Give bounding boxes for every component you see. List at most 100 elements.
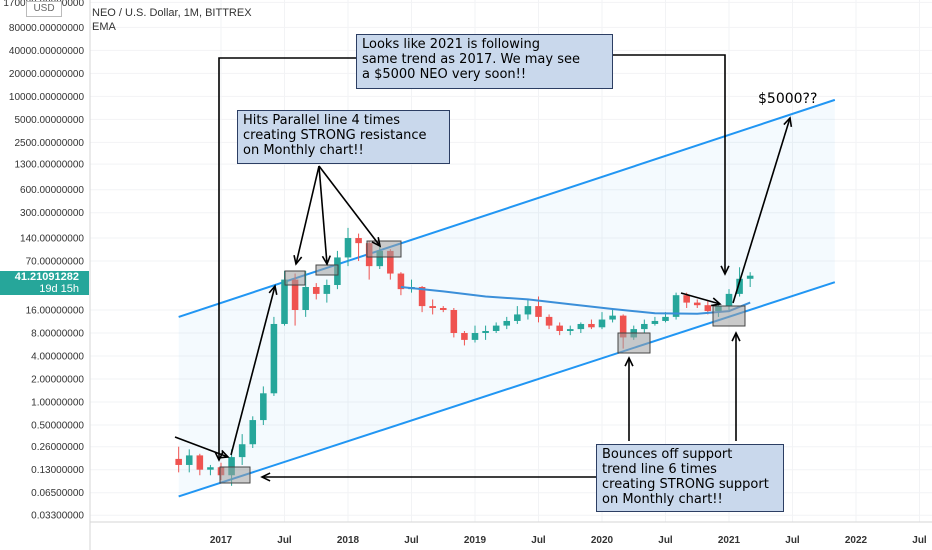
candle bbox=[429, 299, 436, 315]
y-tick-label: 20000.00000000 bbox=[9, 69, 85, 80]
y-tick-label: 0.06500000 bbox=[31, 488, 84, 499]
y-tick-label: 70.00000000 bbox=[26, 257, 85, 268]
annotation-arrow bbox=[318, 165, 328, 265]
candle-body bbox=[281, 279, 288, 324]
x-tick-label: 2018 bbox=[337, 535, 360, 546]
candle-body bbox=[492, 325, 500, 331]
candle bbox=[260, 386, 267, 425]
y-tick-label: 0.50000000 bbox=[31, 421, 84, 432]
y-tick-label: 2500.00000000 bbox=[14, 138, 84, 149]
symbol-title: NEO / U.S. Dollar, 1M, BITTREX bbox=[92, 7, 252, 19]
y-tick-label: 1300.00000000 bbox=[14, 160, 84, 171]
candle-body bbox=[207, 467, 214, 470]
candle-body bbox=[704, 305, 712, 312]
candle-body bbox=[598, 319, 606, 328]
y-tick-label: 80000.00000000 bbox=[9, 23, 85, 34]
candle bbox=[450, 307, 458, 338]
candle bbox=[577, 322, 585, 333]
candle bbox=[492, 322, 500, 333]
candle-body bbox=[693, 302, 701, 306]
price-axis[interactable]: 170000.0000000080000.0000000040000.00000… bbox=[3, 0, 84, 522]
candle-body bbox=[566, 329, 574, 331]
highlight-boxes bbox=[219, 240, 746, 484]
currency-button[interactable]: USD bbox=[26, 1, 62, 17]
annotation-arrow bbox=[230, 285, 276, 456]
y-tick-label: 0.13000000 bbox=[31, 465, 84, 476]
arrow-head bbox=[218, 449, 230, 459]
candle bbox=[312, 283, 320, 300]
candle bbox=[439, 306, 447, 313]
candle-body bbox=[238, 444, 246, 458]
candle-body bbox=[556, 325, 563, 331]
candle-body bbox=[588, 323, 595, 328]
candle-body bbox=[662, 316, 669, 321]
chart-legend: NEO / U.S. Dollar, 1M, BITTREX EMA bbox=[92, 6, 252, 34]
x-tick-label: 2021 bbox=[718, 535, 741, 546]
x-tick-label: 2017 bbox=[210, 535, 233, 546]
x-tick-label: Jul bbox=[785, 535, 800, 546]
x-tick-label: 2019 bbox=[464, 535, 487, 546]
x-tick-label: Jul bbox=[658, 535, 673, 546]
y-tick-label: 16.00000000 bbox=[26, 306, 85, 317]
candle-body bbox=[641, 323, 648, 330]
candle bbox=[746, 272, 754, 287]
annotation-arrow bbox=[218, 57, 356, 460]
candle bbox=[641, 319, 648, 333]
touch-point-box bbox=[366, 240, 402, 258]
candle bbox=[524, 299, 532, 320]
last-price: 41.21091282 bbox=[14, 271, 79, 283]
y-tick-label: 40000.00000000 bbox=[9, 46, 85, 57]
candle bbox=[175, 446, 182, 473]
target-label: $5000?? bbox=[758, 91, 818, 107]
annotation-arrow bbox=[732, 117, 791, 304]
touch-point-box bbox=[617, 332, 651, 354]
y-tick-label: 0.26000000 bbox=[31, 442, 84, 453]
candle-body bbox=[524, 306, 532, 315]
annotation-arrow bbox=[295, 165, 320, 265]
y-tick-label: 1.00000000 bbox=[31, 398, 84, 409]
candle bbox=[185, 449, 193, 473]
arrow-head bbox=[268, 284, 278, 295]
candle-body bbox=[260, 393, 267, 421]
candle-body bbox=[672, 295, 680, 317]
candle-body bbox=[175, 458, 182, 465]
candle-body bbox=[439, 307, 447, 310]
candle-body bbox=[503, 320, 511, 326]
candle-body bbox=[577, 323, 585, 330]
candle bbox=[344, 227, 352, 267]
candle bbox=[588, 319, 595, 330]
candle bbox=[545, 314, 553, 330]
candle-body bbox=[746, 275, 754, 279]
candle bbox=[514, 306, 521, 324]
y-tick-label: 8.00000000 bbox=[31, 329, 84, 340]
candle bbox=[461, 330, 468, 346]
candle-body bbox=[312, 287, 320, 294]
arrow-head bbox=[710, 297, 722, 307]
candles bbox=[175, 227, 754, 486]
candle-body bbox=[471, 333, 479, 340]
candle-body bbox=[397, 273, 405, 290]
candle-body bbox=[270, 323, 278, 394]
x-tick-label: Jul bbox=[531, 535, 546, 546]
candle bbox=[397, 272, 405, 296]
candle bbox=[503, 316, 511, 330]
last-price-badge: 41.21091282 19d 15h bbox=[0, 271, 89, 295]
touch-point-box bbox=[315, 264, 339, 276]
candle-body bbox=[482, 330, 489, 333]
time-axis[interactable]: 2017 Jul 2018 Jul 2019 Jul 2020 Jul 2021 Jul 2022 J… bbox=[210, 535, 927, 546]
candle bbox=[693, 299, 701, 308]
touch-point-box bbox=[284, 270, 306, 286]
candle-body bbox=[429, 306, 436, 308]
y-tick-label: 0.03300000 bbox=[31, 511, 84, 522]
y-tick-label: 10000.00000000 bbox=[9, 92, 85, 103]
y-tick-label: 5000.00000000 bbox=[14, 115, 84, 126]
x-tick-label: Jul bbox=[912, 535, 927, 546]
candle-body bbox=[302, 287, 309, 310]
candle-body bbox=[736, 278, 743, 294]
annotation-resistance: Hits Parallel line 4 times creating STRO… bbox=[237, 110, 450, 164]
candle bbox=[418, 285, 426, 313]
candle-body bbox=[185, 455, 193, 465]
candle bbox=[355, 233, 362, 262]
bar-countdown: 19d 15h bbox=[39, 283, 79, 295]
